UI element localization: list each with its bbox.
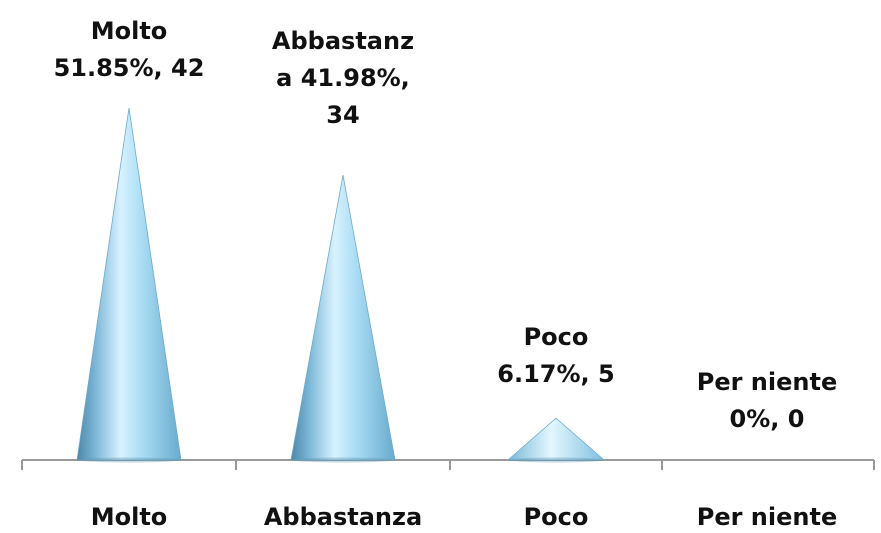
data-label: Molto 51.85%, 42 bbox=[54, 17, 205, 82]
cone-molto bbox=[76, 107, 182, 461]
bars-layer bbox=[76, 107, 606, 463]
data-label: Poco 6.17%, 5 bbox=[497, 323, 614, 388]
cone-base-shadow bbox=[508, 457, 604, 463]
data-label: Per niente 0%, 0 bbox=[697, 368, 837, 433]
x-tick-label-molto: Molto bbox=[91, 503, 168, 531]
tick-labels-layer: Molto Abbastanza Poco Per niente bbox=[91, 503, 838, 531]
data-label: Abbastanz a 41.98%, 34 bbox=[272, 27, 414, 129]
data-labels-layer: Molto 51.85%, 42 Abbastanz a 41.98%, 34 Poco 6… bbox=[54, 17, 838, 433]
cone-abbastanza bbox=[290, 174, 396, 461]
cone-poco bbox=[506, 417, 606, 461]
cone-base-shadow bbox=[291, 457, 395, 463]
x-tick-label-per-niente: Per niente bbox=[697, 503, 837, 531]
x-tick-label-abbastanza: Abbastanza bbox=[264, 503, 422, 531]
x-tick-label-poco: Poco bbox=[524, 503, 589, 531]
cone-base-shadow bbox=[77, 457, 181, 463]
